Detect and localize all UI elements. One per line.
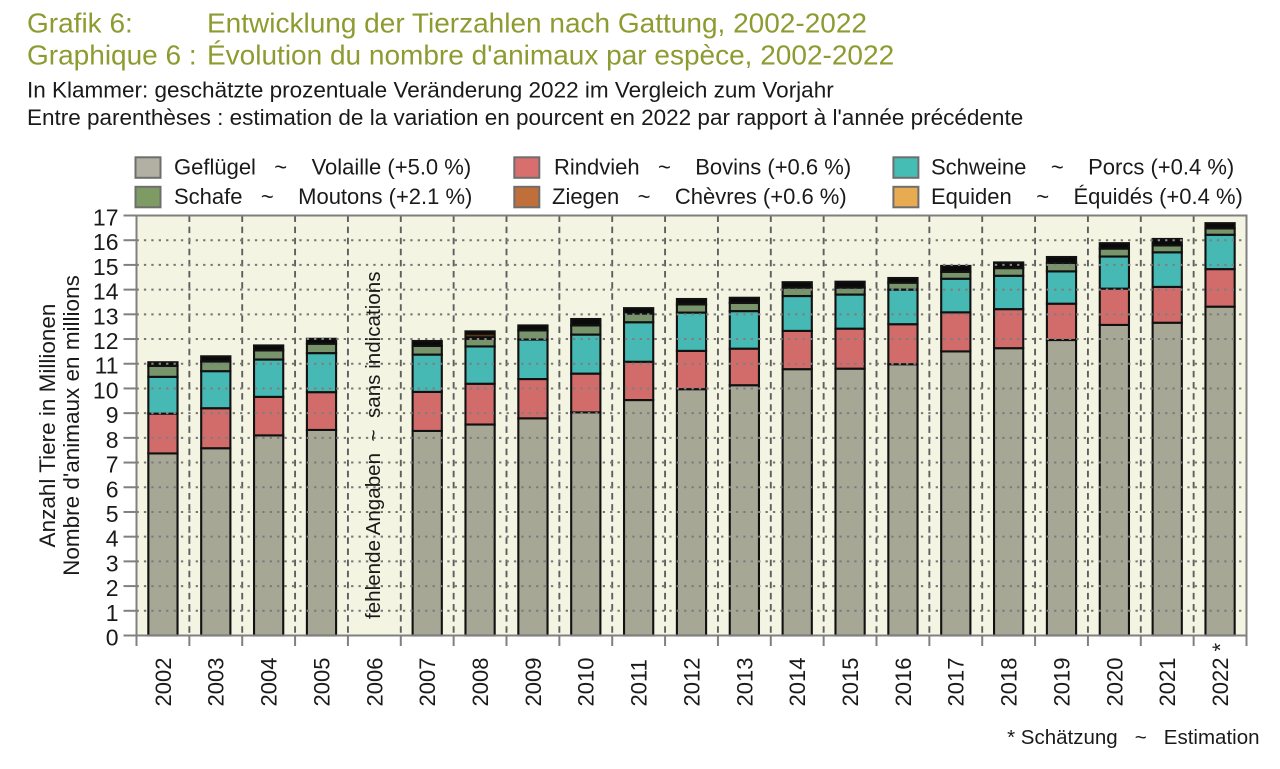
- svg-text:Grafik 6:: Grafik 6:: [27, 7, 133, 38]
- svg-text:2: 2: [106, 575, 119, 601]
- svg-text:2011: 2011: [627, 659, 652, 706]
- svg-text:2013: 2013: [732, 658, 757, 707]
- svg-text:6: 6: [106, 476, 119, 502]
- svg-text:2014: 2014: [785, 658, 810, 707]
- svg-text:Schafe ~ Moutons (+2.1 %): Schafe ~ Moutons (+2.1 %): [174, 184, 472, 209]
- svg-text:8: 8: [106, 427, 119, 453]
- svg-text:Nombre d'animaux en millions: Nombre d'animaux en millions: [59, 275, 84, 576]
- svg-text:11: 11: [95, 353, 119, 379]
- svg-text:7: 7: [106, 452, 119, 478]
- svg-text:4: 4: [106, 526, 119, 552]
- svg-text:Schweine ~ Porcs (+0.4 %: Schweine ~ Porcs (+0.4 %): [931, 154, 1234, 179]
- svg-text:9: 9: [106, 402, 119, 428]
- svg-text:12: 12: [93, 328, 119, 354]
- svg-text:2005: 2005: [309, 658, 334, 707]
- svg-text:2015: 2015: [838, 658, 863, 707]
- svg-text:2012: 2012: [679, 658, 704, 707]
- svg-text:2004: 2004: [257, 658, 282, 707]
- svg-text:15: 15: [93, 254, 119, 280]
- svg-text:* Schätzung ~ Estimation: * Schätzung ~ Estimation: [1007, 726, 1259, 749]
- svg-text:2007: 2007: [415, 658, 440, 707]
- svg-text:13: 13: [93, 303, 119, 329]
- svg-text:2017: 2017: [944, 658, 969, 707]
- svg-text:2003: 2003: [204, 658, 229, 707]
- svg-text:2002: 2002: [151, 658, 176, 707]
- svg-text:Entwicklung der Tierzahlen nac: Entwicklung der Tierzahlen nach Gattung,…: [207, 7, 867, 38]
- svg-text:2020: 2020: [1102, 658, 1127, 707]
- svg-text:2010: 2010: [574, 658, 599, 707]
- svg-text:5: 5: [106, 501, 119, 527]
- svg-text:In Klammer: geschätzte prozent: In Klammer: geschätzte prozentuale Verän…: [27, 78, 834, 103]
- svg-text:Ziegen ~ Chèvres (+0.6 %): Ziegen ~ Chèvres (+0.6 %): [552, 184, 847, 209]
- svg-text:2008: 2008: [468, 658, 493, 707]
- svg-text:2019: 2019: [1049, 658, 1074, 707]
- svg-text:2021: 2021: [1155, 658, 1180, 707]
- svg-text:Equiden ~ Équidés (+0.4: Equiden ~ Équidés (+0.4 %): [931, 184, 1243, 209]
- svg-text:Geflügel ~ Volaille (+5.0: Geflügel ~ Volaille (+5.0 %): [174, 154, 471, 179]
- svg-text:Anzahl Tiere in Millionen: Anzahl Tiere in Millionen: [35, 304, 60, 548]
- svg-text:2009: 2009: [521, 658, 546, 707]
- svg-text:1: 1: [106, 600, 119, 626]
- svg-text:2016: 2016: [891, 658, 916, 707]
- svg-text:16: 16: [93, 229, 119, 255]
- svg-text:Entre parenthèses : estimation: Entre parenthèses : estimation de la var…: [27, 105, 1023, 130]
- svg-text:10: 10: [93, 377, 119, 403]
- svg-text:3: 3: [106, 550, 119, 576]
- svg-text:Évolution du nombre d'animaux: Évolution du nombre d'animaux par espèce…: [207, 40, 894, 71]
- svg-text:17: 17: [93, 205, 119, 231]
- svg-text:2018: 2018: [997, 658, 1022, 707]
- svg-text:Rindvieh ~ Bovins (+0.6 %: Rindvieh ~ Bovins (+0.6 %): [554, 154, 851, 179]
- svg-text:14: 14: [93, 279, 119, 305]
- svg-text:fehlende Angaben ~ sans indi: fehlende Angaben ~ sans indications: [362, 272, 385, 620]
- svg-text:0: 0: [106, 625, 119, 651]
- svg-text:2006: 2006: [362, 658, 387, 707]
- svg-text:Graphique 6 :: Graphique 6 :: [27, 40, 197, 71]
- svg-text:2022 *: 2022 *: [1208, 642, 1233, 706]
